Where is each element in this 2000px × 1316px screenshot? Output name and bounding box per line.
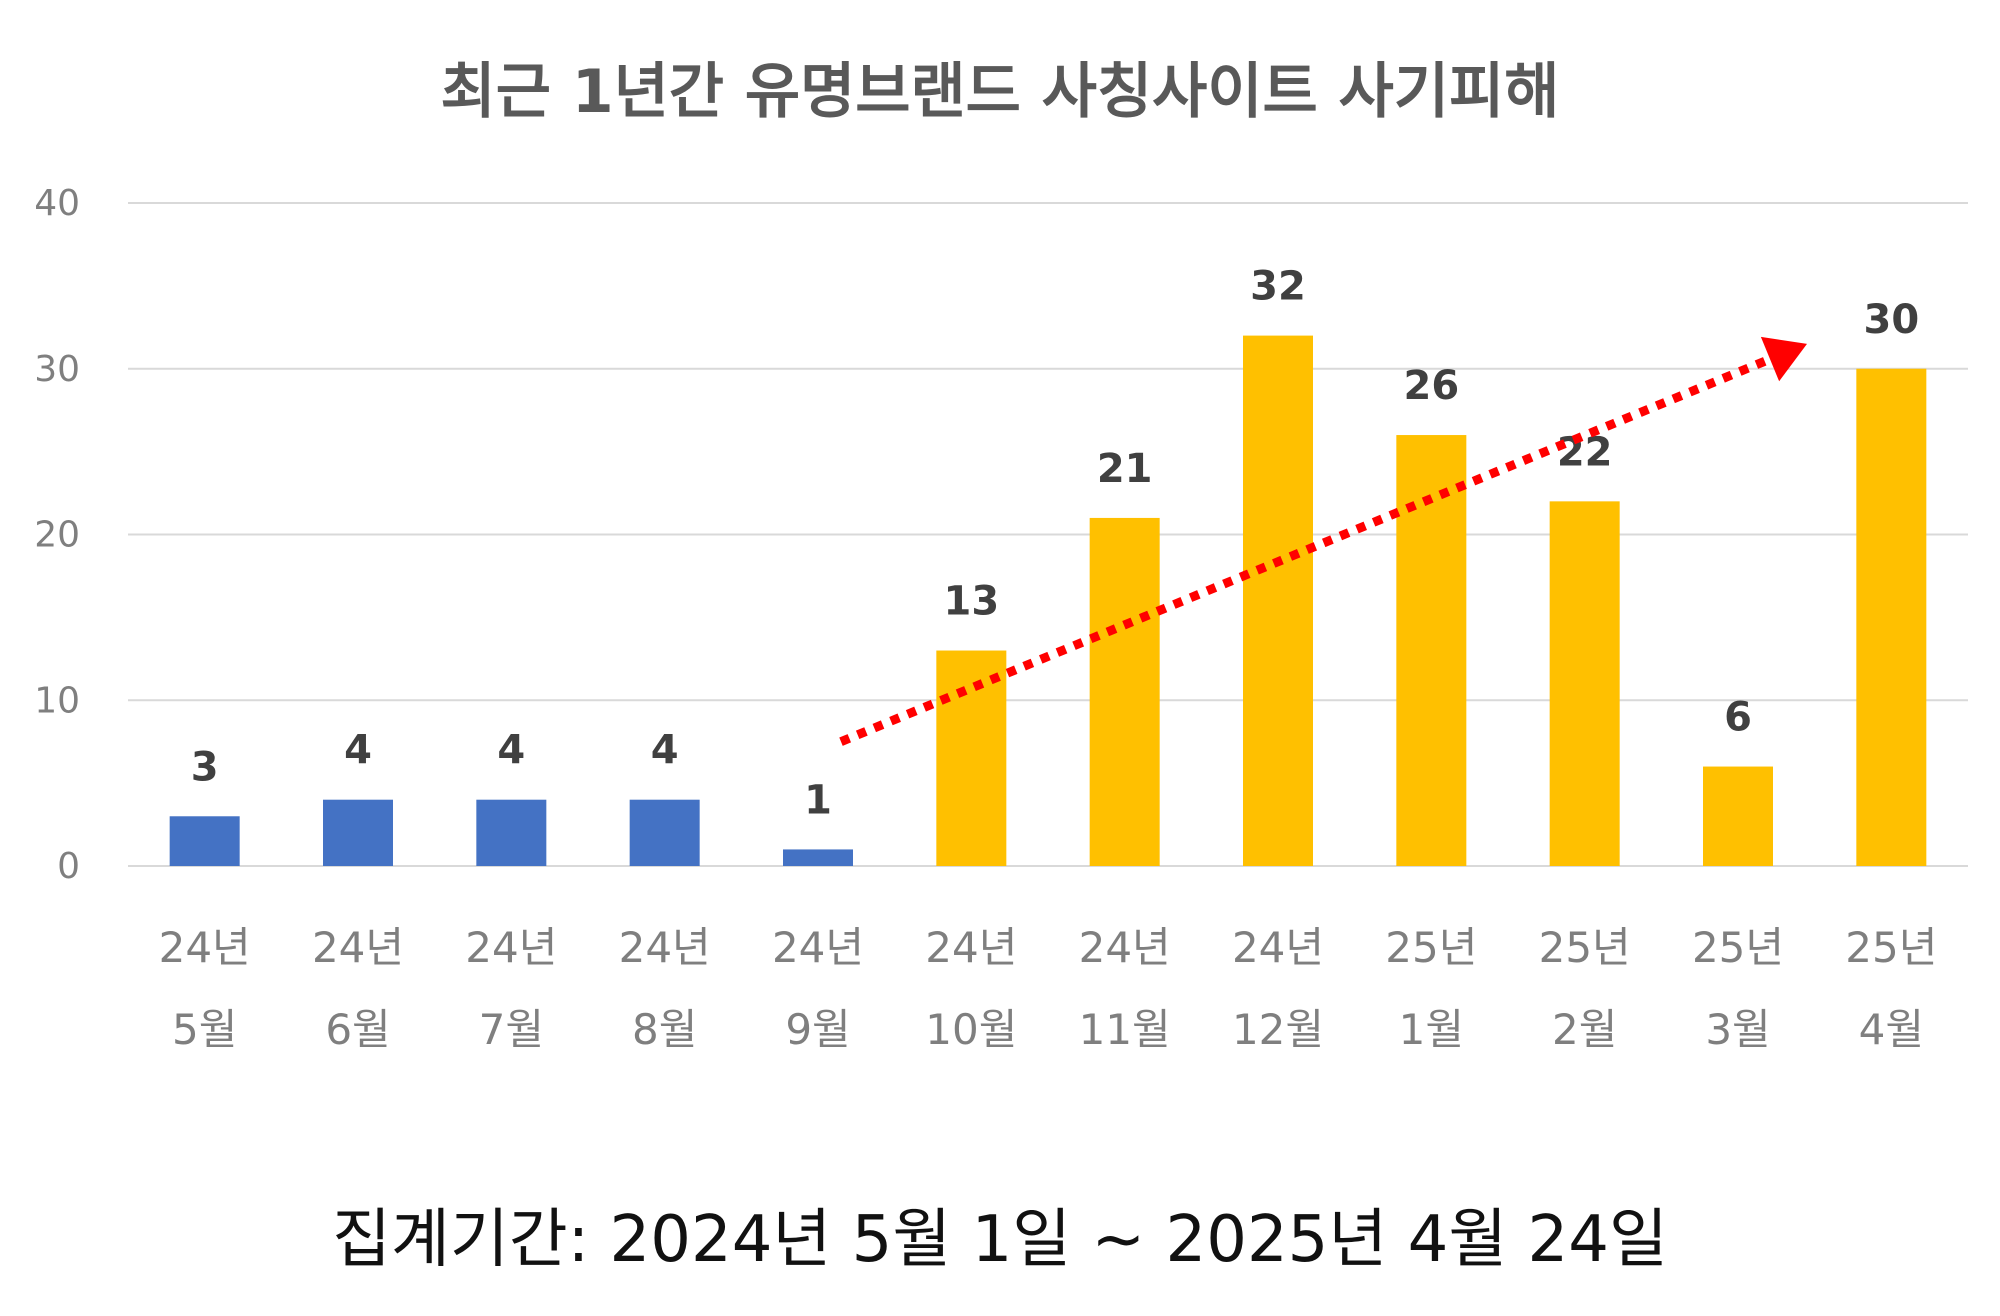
- y-tick-label: 0: [57, 846, 80, 887]
- y-tick-label: 40: [34, 183, 80, 224]
- data-label: 26: [1403, 363, 1459, 409]
- trend-annotation: [839, 336, 1807, 746]
- bar: [169, 816, 240, 866]
- x-tick-label-year: 24년: [925, 923, 1017, 972]
- trend-arrow-line: [839, 354, 1772, 746]
- bar: [323, 799, 393, 866]
- data-label: 4: [497, 728, 525, 774]
- x-tick-label-year: 24년: [619, 923, 711, 972]
- x-tick-label-month: 2월: [1552, 1005, 1617, 1054]
- x-tick-label-year: 24년: [312, 923, 404, 972]
- x-tick-label-month: 11월: [1079, 1005, 1171, 1054]
- x-tick-label-year: 24년: [772, 923, 864, 972]
- data-label: 3: [191, 744, 219, 790]
- data-label: 30: [1863, 297, 1919, 343]
- x-tick-label-month: 1월: [1399, 1005, 1464, 1054]
- data-label: 13: [943, 579, 999, 625]
- data-label: 1: [804, 777, 832, 823]
- x-tick-label-year: 24년: [465, 923, 557, 972]
- x-axis-ticks: 24년 5월 24년 6월 24년 7월 24년 8월 24년 9월 24년 10월 24년 11월 24년…: [159, 923, 1938, 1054]
- x-tick-label-year: 25년: [1539, 923, 1631, 972]
- bar: [1856, 368, 1927, 866]
- aggregation-period-caption: 집계기간: 2024년 5월 1일 ~ 2025년 4월 24일: [332, 1203, 1668, 1277]
- bar: [1089, 517, 1160, 866]
- bar: [1243, 335, 1313, 867]
- trend-arrow-head: [1760, 336, 1807, 382]
- chart-title: 최근 1년간 유명브랜드 사칭사이트 사기피해: [441, 57, 1560, 127]
- data-label: 21: [1097, 446, 1153, 492]
- x-tick-label-month: 5월: [172, 1005, 237, 1054]
- data-label: 4: [651, 728, 679, 774]
- bar: [476, 799, 547, 866]
- x-tick-label-month: 6월: [325, 1005, 390, 1054]
- bars: [169, 335, 1927, 867]
- bar: [1703, 766, 1773, 866]
- data-label: 32: [1250, 264, 1306, 310]
- x-tick-label-year: 25년: [1692, 923, 1784, 972]
- data-label: 22: [1557, 429, 1613, 475]
- x-tick-label-month: 9월: [785, 1005, 850, 1054]
- bar: [783, 849, 853, 866]
- x-tick-label-year: 24년: [1079, 923, 1171, 972]
- bar: [936, 650, 1007, 866]
- data-label: 6: [1724, 695, 1752, 741]
- x-tick-label-month: 7월: [479, 1005, 544, 1054]
- x-tick-label-month: 3월: [1705, 1005, 1770, 1054]
- y-tick-label: 10: [34, 680, 80, 721]
- data-label: 4: [344, 728, 372, 774]
- data-labels: 3 4 4 4 1 13 21 32 26 22 6 30: [191, 264, 1919, 824]
- gridlines: [128, 202, 1968, 867]
- x-tick-label-year: 24년: [159, 923, 251, 972]
- x-tick-label-year: 24년: [1232, 923, 1324, 972]
- y-axis-ticks: 0 10 20 30 40: [34, 183, 80, 887]
- y-tick-label: 20: [34, 515, 80, 556]
- x-tick-label-year: 25년: [1845, 923, 1937, 972]
- x-tick-label-month: 8월: [632, 1005, 697, 1054]
- y-tick-label: 30: [34, 349, 80, 390]
- bar: [1549, 501, 1620, 866]
- x-tick-label-month: 12월: [1232, 1005, 1324, 1054]
- x-tick-label-month: 10월: [925, 1005, 1017, 1054]
- bar: [629, 799, 700, 866]
- x-tick-label-month: 4월: [1859, 1005, 1924, 1054]
- x-tick-label-year: 25년: [1385, 923, 1477, 972]
